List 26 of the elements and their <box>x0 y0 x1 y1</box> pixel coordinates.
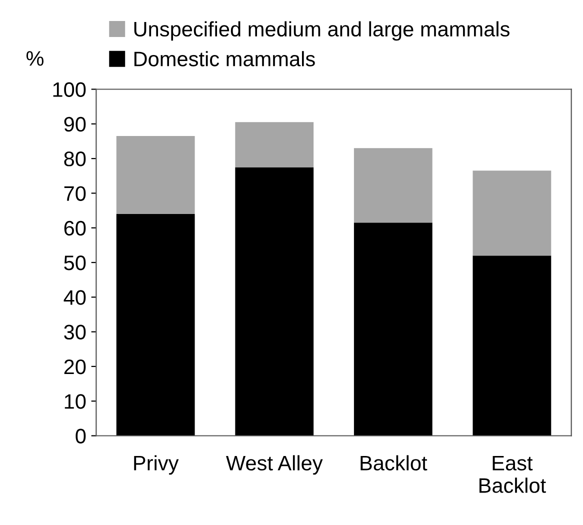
y-tick-label: 40 <box>64 290 86 305</box>
y-axis-title: % <box>26 51 44 66</box>
y-tick-label: 50 <box>64 256 86 270</box>
legend-label: Unspecified medium and large mammals <box>134 21 510 41</box>
bar <box>354 222 432 436</box>
y-tick-label: 70 <box>64 186 86 201</box>
y-tick-label: 90 <box>64 116 86 132</box>
y-tick-label: 80 <box>64 152 86 166</box>
bar <box>235 122 314 168</box>
bar <box>472 256 552 436</box>
bar <box>235 167 314 436</box>
y-tick-label: 30 <box>64 324 86 340</box>
bar <box>116 214 195 436</box>
bar <box>472 170 552 256</box>
x-tick-label: East Backlot <box>479 456 546 493</box>
y-tick-label: 100 <box>53 82 86 98</box>
bar <box>116 136 195 214</box>
legend-label: Domestic mammals <box>134 51 315 66</box>
y-tick-label: 0 <box>76 428 86 444</box>
y-tick-label: 10 <box>64 394 86 409</box>
x-tick-label: Backlot <box>360 455 428 470</box>
x-tick-label: West Alley <box>226 455 323 475</box>
bar <box>354 148 432 223</box>
y-tick-label: 20 <box>64 359 86 374</box>
x-tick-label: Privy <box>134 455 179 475</box>
y-tick-label: 60 <box>64 220 86 236</box>
